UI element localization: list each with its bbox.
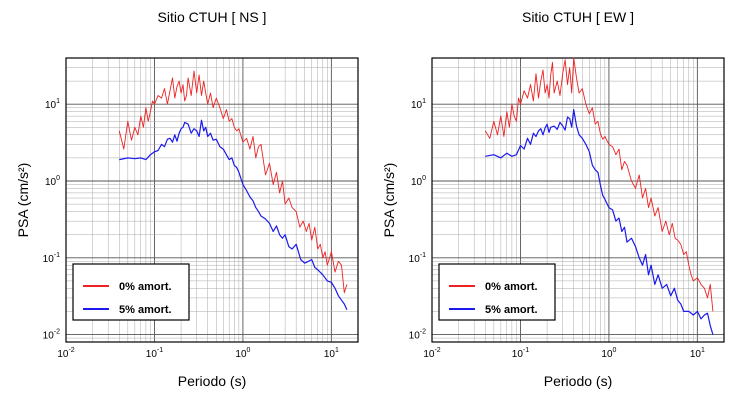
- plot-frame: [65, 57, 359, 343]
- x-tick-labels: 10-2 10-1 100 101: [57, 347, 339, 360]
- y-tick-label: 101: [411, 98, 426, 111]
- y-tick-labels: 10-2 10-1 100 101: [409, 98, 426, 341]
- x-axis-label: Periodo (s): [178, 373, 246, 389]
- x-tick-label: 101: [690, 347, 705, 360]
- legend-label: 5% amort.: [119, 304, 172, 316]
- y-tick-label: 10-2: [409, 329, 426, 342]
- y-tick-labels: 10-2 10-1 100 101: [43, 98, 60, 341]
- y-axis-label: PSA (cm/s²): [381, 163, 397, 238]
- chart-title: Sitio CTUH [ NS ]: [158, 9, 267, 25]
- x-tick-label: 10-1: [512, 347, 529, 360]
- legend-box: [72, 263, 190, 321]
- series-line-damping-5: [485, 108, 714, 335]
- x-tick-labels: 10-2 10-1 100 101: [423, 347, 705, 360]
- legend: 0% amort. 5% amort.: [72, 263, 190, 321]
- x-tick-label: 100: [601, 347, 616, 360]
- chart-panel-ns: Sitio CTUH [ NS ]10-2 10-1 100 10110-210-11…: [15, 9, 359, 389]
- y-tick-label: 10-2: [43, 329, 60, 342]
- x-tick-label: 101: [324, 347, 339, 360]
- series-line-damping-0: [484, 57, 714, 312]
- x-tick-label: 10-2: [57, 347, 74, 360]
- x-tick-label: 10-1: [146, 347, 163, 360]
- chart-panel-ew: Sitio CTUH [ EW ]10-2 10-1 100 10110-210-11…: [381, 9, 725, 389]
- legend-box: [438, 263, 556, 321]
- x-tick-label: 100: [235, 347, 250, 360]
- legend-label: 0% amort.: [485, 281, 538, 293]
- y-tick-label: 10-1: [409, 252, 426, 265]
- plot-frame: [431, 57, 725, 343]
- legend-label: 5% amort.: [485, 304, 538, 316]
- x-axis-label: Periodo (s): [544, 373, 612, 389]
- y-axis-label: PSA (cm/s²): [15, 163, 31, 238]
- series-line-damping-5: [119, 119, 348, 311]
- y-tick-label: 100: [45, 175, 60, 188]
- series-line-damping-0: [118, 70, 348, 294]
- y-tick-label: 10-1: [43, 252, 60, 265]
- grid-lines: [65, 57, 359, 343]
- chart-title: Sitio CTUH [ EW ]: [522, 9, 634, 25]
- legend: 0% amort. 5% amort.: [438, 263, 556, 321]
- y-tick-label: 101: [45, 98, 60, 111]
- y-tick-label: 100: [411, 175, 426, 188]
- legend-label: 0% amort.: [119, 281, 172, 293]
- x-tick-label: 10-2: [423, 347, 440, 360]
